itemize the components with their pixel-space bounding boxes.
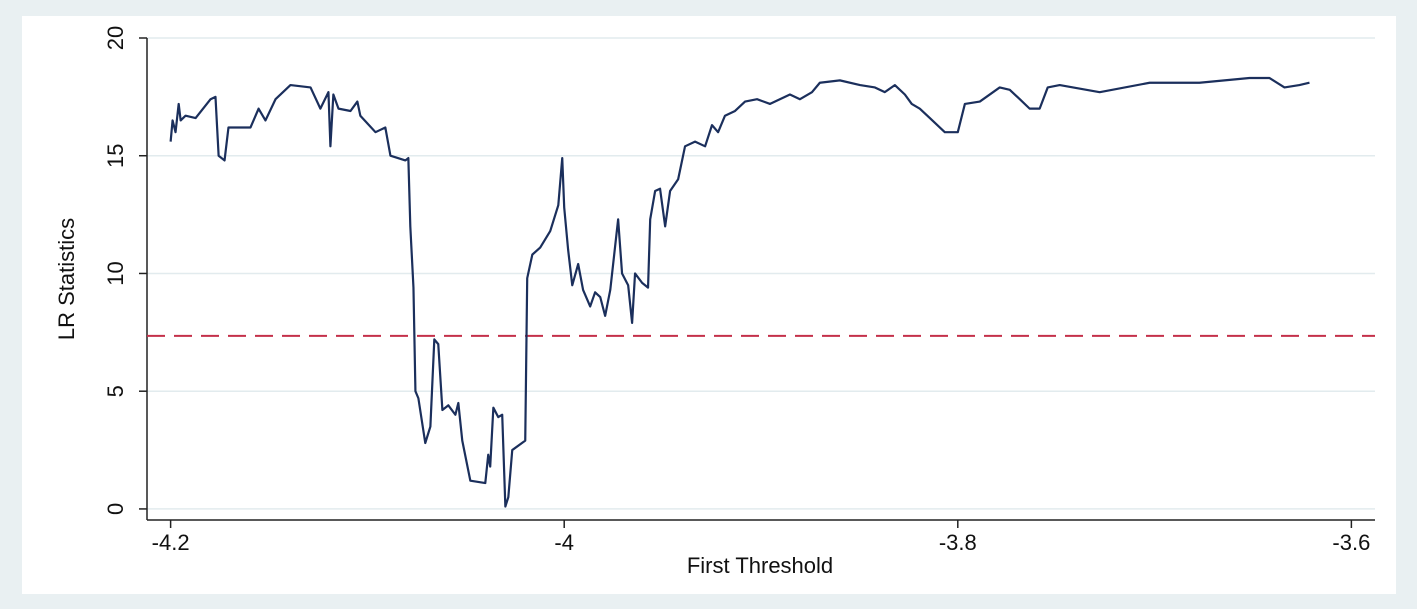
y-tick-label: 20: [103, 26, 128, 50]
x-tick-label: -4.2: [152, 530, 190, 555]
x-tick-label: -4: [554, 530, 574, 555]
x-axis-label: First Threshold: [687, 553, 833, 578]
x-tick-label: -3.6: [1332, 530, 1370, 555]
y-tick-label: 5: [103, 385, 128, 397]
data-line: [169, 76, 1310, 508]
x-tick-label: -3.8: [939, 530, 977, 555]
graph-region: [22, 16, 1396, 594]
y-axis-label: LR Statistics: [54, 218, 79, 340]
y-tick-label: 15: [103, 143, 128, 167]
y-tick-label: 0: [103, 503, 128, 515]
y-tick-label: 10: [103, 261, 128, 285]
